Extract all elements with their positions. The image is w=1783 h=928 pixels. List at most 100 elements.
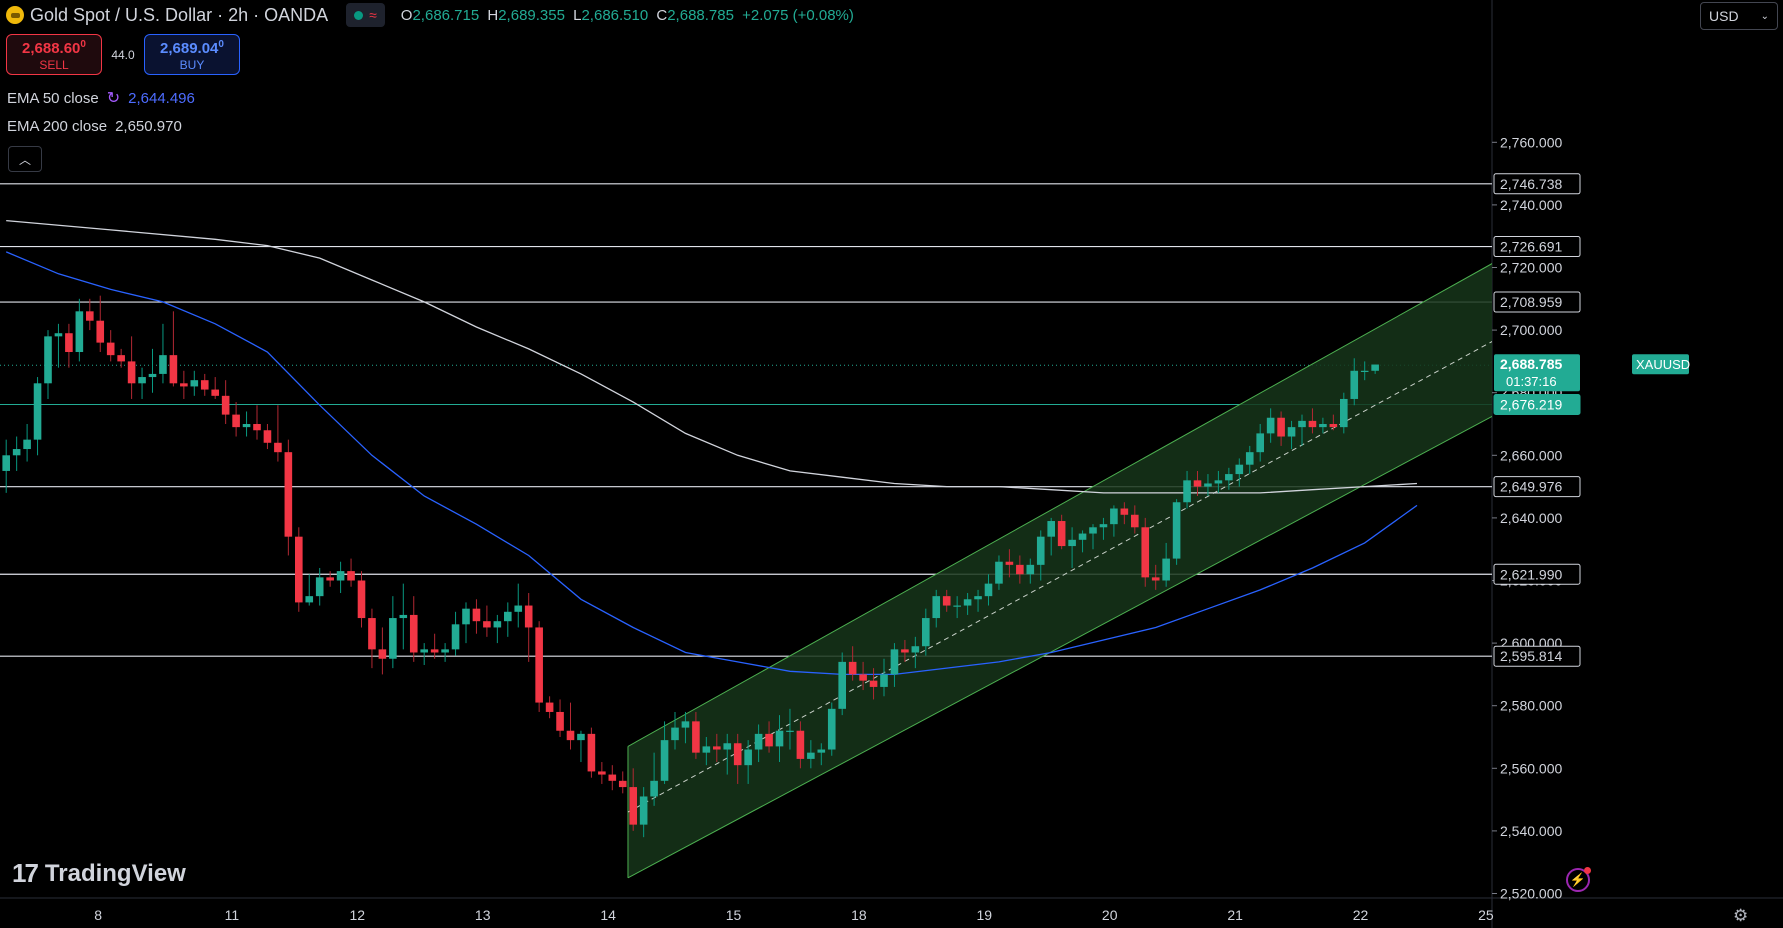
channel-upper-line[interactable] (627, 252, 1513, 747)
candle-body[interactable] (138, 377, 146, 384)
candle-body[interactable] (1099, 524, 1108, 528)
candle-body[interactable] (96, 320, 105, 343)
candle-body[interactable] (974, 596, 982, 600)
candle-body[interactable] (650, 780, 658, 797)
candle-body[interactable] (1120, 508, 1129, 515)
candle-body[interactable] (754, 733, 763, 750)
candle-body[interactable] (1235, 464, 1244, 475)
candle-body[interactable] (1057, 521, 1066, 547)
candle-body[interactable] (23, 439, 31, 450)
candle-body[interactable] (1319, 424, 1327, 428)
candle-body[interactable] (357, 580, 366, 619)
candle-body[interactable] (159, 355, 167, 374)
candle-body[interactable] (1360, 370, 1369, 372)
candle-body[interactable] (901, 649, 909, 653)
candle-body[interactable] (1266, 417, 1275, 434)
candle-body[interactable] (462, 608, 470, 625)
ema50-legend[interactable]: EMA 50 close ↻ 2,644.496 (7, 88, 195, 108)
candle-body[interactable] (368, 618, 376, 650)
candle-body[interactable] (765, 733, 773, 747)
candle-body[interactable] (942, 596, 951, 606)
tradingview-logo[interactable]: 17 TradingView (12, 858, 186, 889)
candle-body[interactable] (117, 355, 125, 362)
candle-body[interactable] (1036, 536, 1045, 565)
candle-body[interactable] (535, 627, 543, 703)
candle-body[interactable] (1256, 433, 1264, 453)
candle-body[interactable] (608, 774, 617, 781)
candle-body[interactable] (1068, 539, 1076, 547)
candle-body[interactable] (2, 455, 10, 471)
candle-body[interactable] (33, 383, 42, 440)
candle-body[interactable] (430, 649, 439, 653)
candle-body[interactable] (556, 711, 564, 731)
candle-body[interactable] (86, 311, 94, 321)
ema200-legend[interactable]: EMA 200 close 2,650.970 (7, 118, 182, 135)
candle-body[interactable] (1172, 502, 1181, 559)
candle-body[interactable] (1277, 417, 1285, 437)
settings-gear-icon[interactable]: ⚙ (1733, 906, 1749, 925)
candle-body[interactable] (399, 614, 408, 619)
collapse-legend-button[interactable]: ︿ (8, 146, 42, 172)
candle-body[interactable] (274, 442, 282, 453)
candle-body[interactable] (65, 333, 73, 353)
candle-body[interactable] (566, 730, 575, 741)
candle-body[interactable] (305, 596, 314, 603)
candle-body[interactable] (1141, 527, 1150, 578)
candle-body[interactable] (148, 373, 157, 378)
candle-body[interactable] (493, 621, 502, 628)
candle-body[interactable] (775, 730, 784, 747)
candle-body[interactable] (1340, 398, 1348, 428)
candle-body[interactable] (911, 646, 920, 653)
candle-body[interactable] (1225, 474, 1233, 481)
candle-body[interactable] (295, 536, 303, 603)
candle-body[interactable] (169, 355, 178, 384)
candle-body[interactable] (838, 661, 846, 709)
candle-body[interactable] (598, 771, 606, 775)
candle-body[interactable] (692, 721, 700, 753)
candle-body[interactable] (504, 611, 512, 622)
candle-body[interactable] (1162, 558, 1170, 581)
candle-body[interactable] (1287, 427, 1296, 437)
candle-body[interactable] (1005, 561, 1014, 565)
candle-body[interactable] (472, 608, 481, 622)
candle-body[interactable] (106, 342, 115, 356)
candle-body[interactable] (545, 702, 554, 712)
candle-body[interactable] (1204, 483, 1212, 487)
candle-body[interactable] (441, 649, 449, 653)
candle-body[interactable] (1245, 452, 1254, 465)
candle-body[interactable] (514, 605, 523, 612)
candle-body[interactable] (984, 583, 993, 597)
candle-body[interactable] (1089, 527, 1097, 534)
candle-body[interactable] (1298, 420, 1306, 428)
candle-body[interactable] (859, 674, 867, 681)
candle-body[interactable] (409, 614, 418, 653)
candle-body[interactable] (1308, 420, 1317, 428)
candle-body[interactable] (12, 449, 21, 456)
candle-body[interactable] (796, 730, 805, 759)
candle-body[interactable] (618, 780, 627, 788)
sell-button[interactable]: 2,688.600 SELL (6, 34, 102, 75)
candle-body[interactable] (922, 618, 930, 647)
candle-body[interactable] (1131, 514, 1139, 528)
ema200-line[interactable] (6, 219, 1418, 494)
candle-body[interactable] (54, 333, 63, 337)
candle-body[interactable] (211, 389, 219, 396)
candle-body[interactable] (326, 577, 334, 581)
candle-body[interactable] (1078, 533, 1087, 540)
candle-body[interactable] (1151, 577, 1160, 581)
candle-body[interactable] (1183, 480, 1191, 503)
channel-lower-line[interactable] (627, 405, 1513, 879)
candle-body[interactable] (221, 395, 230, 415)
candle-body[interactable] (807, 752, 815, 759)
candle-body[interactable] (232, 414, 240, 428)
candle-body[interactable] (817, 749, 826, 753)
candle-body[interactable] (681, 721, 690, 728)
candle-body[interactable] (1026, 564, 1035, 575)
candle-body[interactable] (702, 746, 711, 753)
candle-body[interactable] (723, 743, 732, 750)
candle-body[interactable] (671, 727, 679, 741)
candle-body[interactable] (890, 649, 899, 675)
candle-body[interactable] (577, 733, 585, 741)
regression-channel-fill[interactable] (627, 252, 1513, 878)
